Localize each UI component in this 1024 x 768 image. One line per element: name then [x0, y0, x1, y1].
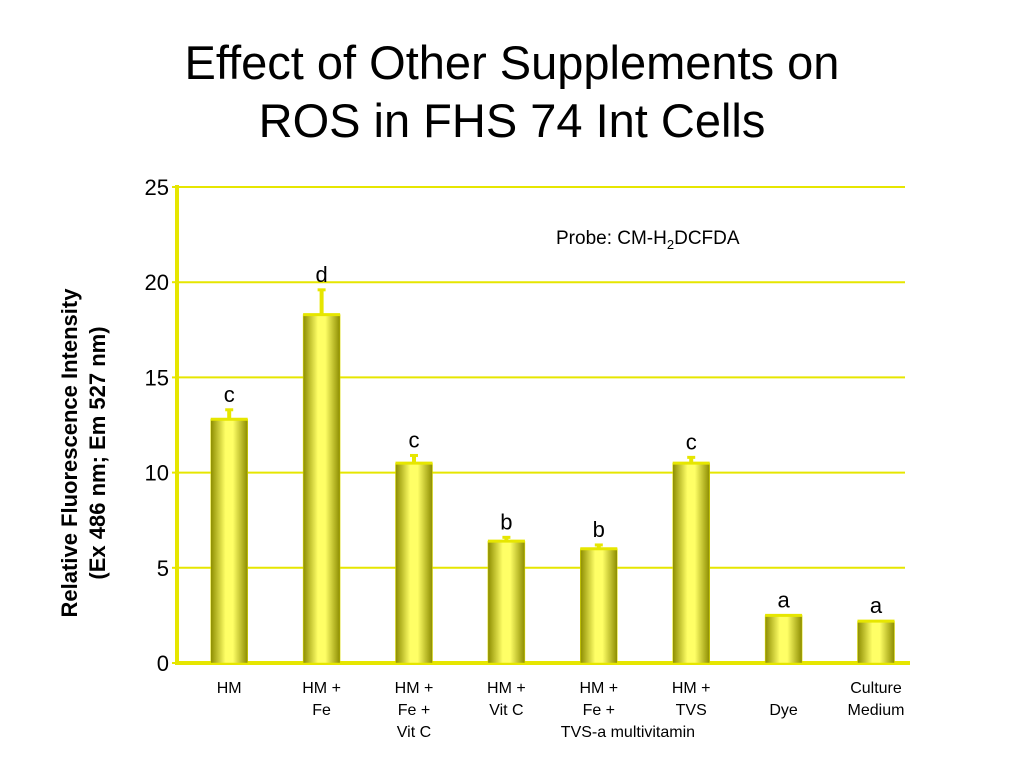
x-category-label-line: HM +	[671, 680, 711, 697]
bar	[764, 615, 803, 664]
x-category-label-line: Vit C	[489, 702, 524, 719]
probe-annotation: Probe: CM-H2DCFDA	[556, 228, 740, 252]
probe-subscript: 2	[666, 236, 675, 252]
chart-title-line2: ROS in FHS 74 Int Cells	[258, 94, 766, 147]
x-category-label-line: Culture	[850, 680, 902, 697]
y-tick-label: 25	[145, 175, 169, 200]
y-tick-labels: 0 5 10 15 20 25	[145, 175, 169, 676]
x-category-label-line: Vit C	[396, 724, 432, 741]
x-category-label: Dye	[724, 678, 844, 722]
x-category-label: HM + Fe + Vit C	[354, 678, 474, 744]
x-category-label-line: Fe +	[397, 702, 431, 719]
probe-prefix: Probe: CM-H	[556, 228, 667, 249]
bar	[210, 419, 248, 664]
x-category-label-line: Fe +	[582, 702, 616, 719]
y-tick-label: 10	[145, 461, 169, 486]
x-category-label-line: HM +	[487, 680, 526, 697]
bars	[210, 313, 895, 664]
significance-letter: a	[777, 587, 790, 612]
x-category-label-line: HM	[216, 680, 242, 697]
chart-title: Effect of Other Supplements on ROS in FH…	[0, 34, 1024, 150]
y-axis-label-line2: (Ex 486 nm; Em 527 nm)	[85, 326, 110, 580]
x-category-label-line: Medium	[847, 702, 905, 719]
x-category-label-line: HM +	[394, 680, 434, 697]
significance-letter: a	[870, 593, 883, 618]
x-category-label: HM + Vit C	[446, 678, 566, 722]
bar	[857, 620, 895, 664]
gridlines	[172, 186, 905, 664]
x-category-label-line: HM +	[579, 680, 619, 697]
significance-letter: c	[686, 429, 697, 454]
x-category-label-line: Dye	[769, 702, 798, 719]
x-category-label-line: TVS	[675, 702, 707, 719]
y-tick-label: 5	[157, 556, 169, 581]
significance-letters: c d c b b c a a	[224, 262, 883, 618]
x-category-label-line: Fe	[312, 702, 331, 719]
significance-letter: b	[593, 517, 605, 542]
y-tick-label: 0	[157, 651, 169, 676]
x-category-label-line: HM +	[302, 680, 341, 697]
x-category-label-line: TVS-a multivitamin	[560, 724, 696, 741]
significance-letter: c	[409, 427, 420, 452]
x-category-label: HM + Fe	[262, 678, 382, 722]
bar	[580, 548, 618, 664]
y-tick-label: 15	[145, 365, 169, 390]
significance-letter: b	[500, 509, 512, 534]
x-category-label: Culture Medium	[816, 678, 936, 722]
y-tick-label: 20	[145, 270, 169, 295]
chart-title-line1: Effect of Other Supplements on	[184, 36, 840, 89]
bar	[672, 462, 710, 664]
bar	[302, 314, 341, 664]
bar	[395, 462, 433, 664]
x-category-label: HM	[169, 678, 289, 700]
significance-letter: d	[315, 262, 327, 287]
axes	[175, 185, 910, 665]
x-category-label: HM + Fe + TVS-a multivitamin	[539, 678, 695, 744]
significance-letter: c	[224, 382, 235, 407]
error-bars	[225, 288, 696, 549]
probe-suffix: DCFDA	[674, 228, 740, 249]
y-axis-label-line1: Relative Fluorescence Intensity	[57, 288, 82, 618]
bar	[487, 540, 526, 664]
x-category-label: HM + TVS	[631, 678, 751, 722]
